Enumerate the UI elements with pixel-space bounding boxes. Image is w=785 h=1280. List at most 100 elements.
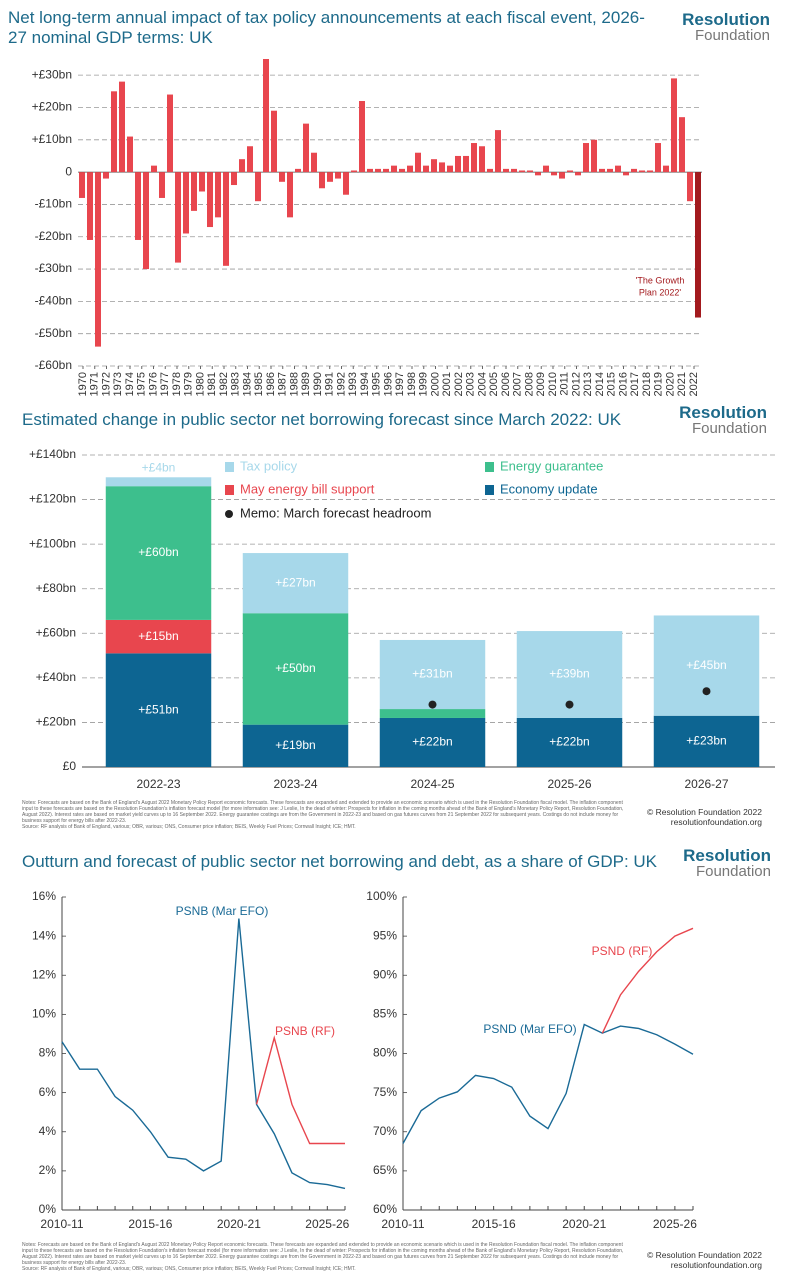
y-tick-label: 8% bbox=[39, 1046, 57, 1060]
x-tick-label: 2025-26 bbox=[305, 1217, 349, 1231]
x-tick-label: 1984 bbox=[241, 372, 253, 396]
y-tick-label: 85% bbox=[373, 1007, 397, 1021]
logo-sub: Foundation bbox=[691, 420, 767, 437]
data-label: +£19bn bbox=[275, 738, 315, 752]
x-tick-label: 1995 bbox=[371, 372, 383, 396]
y-tick-label: -£10bn bbox=[35, 197, 72, 211]
bar bbox=[207, 172, 213, 228]
line bbox=[61, 918, 346, 1190]
bar bbox=[151, 165, 157, 173]
x-tick-label: 2004 bbox=[476, 372, 488, 396]
annotation: Plan 2022' bbox=[639, 287, 682, 297]
x-tick-label: 1993 bbox=[347, 372, 359, 396]
bar bbox=[679, 117, 685, 173]
bar bbox=[695, 172, 701, 318]
y-tick-label: 6% bbox=[39, 1085, 57, 1099]
bar bbox=[79, 172, 85, 198]
y-tick-label: -£60bn bbox=[35, 358, 72, 372]
bar bbox=[479, 146, 485, 173]
x-tick-label: 1987 bbox=[277, 372, 289, 396]
bar bbox=[527, 170, 533, 173]
data-label: +£22bn bbox=[549, 735, 589, 749]
y-tick-label: 65% bbox=[373, 1163, 397, 1177]
legend-swatch bbox=[485, 485, 494, 495]
bar bbox=[423, 165, 429, 173]
website: resolutionfoundation.org bbox=[670, 1260, 762, 1270]
y-tick-label: 100% bbox=[366, 889, 397, 903]
x-tick-label: 2016 bbox=[617, 372, 629, 396]
bar bbox=[135, 172, 141, 240]
bar-segment bbox=[379, 709, 486, 718]
y-tick-label: +£10bn bbox=[32, 132, 72, 146]
x-tick-label: 2018 bbox=[641, 372, 653, 396]
bar bbox=[295, 168, 301, 173]
data-label: +£31bn bbox=[412, 667, 452, 681]
y-tick-label: 2% bbox=[39, 1163, 57, 1177]
source-text: Source: RF analysis of Bank of England, … bbox=[22, 824, 356, 830]
x-tick-label: 2024-25 bbox=[410, 777, 454, 791]
y-tick-label: 16% bbox=[32, 889, 56, 903]
y-tick-label: 14% bbox=[32, 928, 56, 942]
bar-segment bbox=[105, 653, 212, 767]
legend-label: Energy guarantee bbox=[500, 458, 603, 473]
y-tick-label: -£40bn bbox=[35, 294, 72, 308]
y-tick-label: -£50bn bbox=[35, 326, 72, 340]
bar-segment bbox=[242, 553, 349, 614]
bar bbox=[167, 94, 173, 173]
x-tick-label: 1980 bbox=[194, 372, 206, 396]
bar bbox=[399, 168, 405, 173]
legend-label: May energy bill support bbox=[240, 481, 375, 496]
x-tick-label: 2010 bbox=[547, 372, 559, 396]
x-tick-label: 2002 bbox=[453, 372, 465, 396]
x-tick-label: 1981 bbox=[206, 372, 218, 396]
x-tick-label: 1986 bbox=[265, 372, 277, 396]
bar bbox=[327, 172, 333, 182]
y-tick-label: 60% bbox=[373, 1202, 397, 1216]
x-tick-label: 1983 bbox=[230, 372, 242, 396]
bar bbox=[175, 172, 181, 263]
logo: Resolution Foundation bbox=[682, 10, 770, 44]
bar bbox=[199, 172, 205, 192]
x-tick-label: 1982 bbox=[218, 372, 230, 396]
bar bbox=[615, 165, 621, 173]
x-tick-label: 2011 bbox=[559, 372, 571, 396]
y-tick-label: 75% bbox=[373, 1085, 397, 1099]
chart-title: Estimated change in public sector net bo… bbox=[22, 410, 622, 429]
bar-segment bbox=[105, 477, 212, 487]
y-tick-label: 95% bbox=[373, 928, 397, 942]
line bbox=[402, 1023, 694, 1144]
x-tick-label: 1976 bbox=[147, 372, 159, 396]
bar bbox=[183, 172, 189, 234]
y-tick-label: +£20bn bbox=[36, 715, 76, 729]
bar bbox=[359, 101, 365, 173]
bar bbox=[335, 172, 341, 179]
bar bbox=[431, 159, 437, 173]
x-tick-label: 2003 bbox=[465, 372, 477, 396]
data-label: +£60bn bbox=[138, 545, 178, 559]
headroom-dot bbox=[565, 700, 574, 709]
x-tick-label: 1999 bbox=[418, 372, 430, 396]
x-tick-label: 2005 bbox=[488, 372, 500, 396]
x-tick-label: 1996 bbox=[382, 372, 394, 396]
bar-segment bbox=[105, 619, 212, 654]
bar bbox=[215, 172, 221, 218]
bar bbox=[535, 172, 541, 176]
bar bbox=[391, 165, 397, 173]
bar bbox=[623, 172, 629, 176]
logo-name: Resolution bbox=[682, 10, 770, 29]
x-tick-label: 2020 bbox=[664, 372, 676, 396]
bar bbox=[671, 78, 677, 173]
bar bbox=[279, 172, 285, 182]
bar bbox=[247, 146, 253, 173]
bar bbox=[223, 172, 229, 266]
logo-sub: Foundation bbox=[695, 863, 771, 880]
y-tick-label: +£100bn bbox=[29, 536, 76, 550]
bar bbox=[567, 170, 573, 173]
y-tick-label: 70% bbox=[373, 1124, 397, 1138]
legend-label: Economy update bbox=[500, 481, 598, 496]
bar bbox=[191, 172, 197, 211]
y-tick-label: +£140bn bbox=[29, 447, 76, 461]
x-tick-label: 1997 bbox=[394, 372, 406, 396]
legend-label: Memo: March forecast headroom bbox=[240, 505, 431, 520]
